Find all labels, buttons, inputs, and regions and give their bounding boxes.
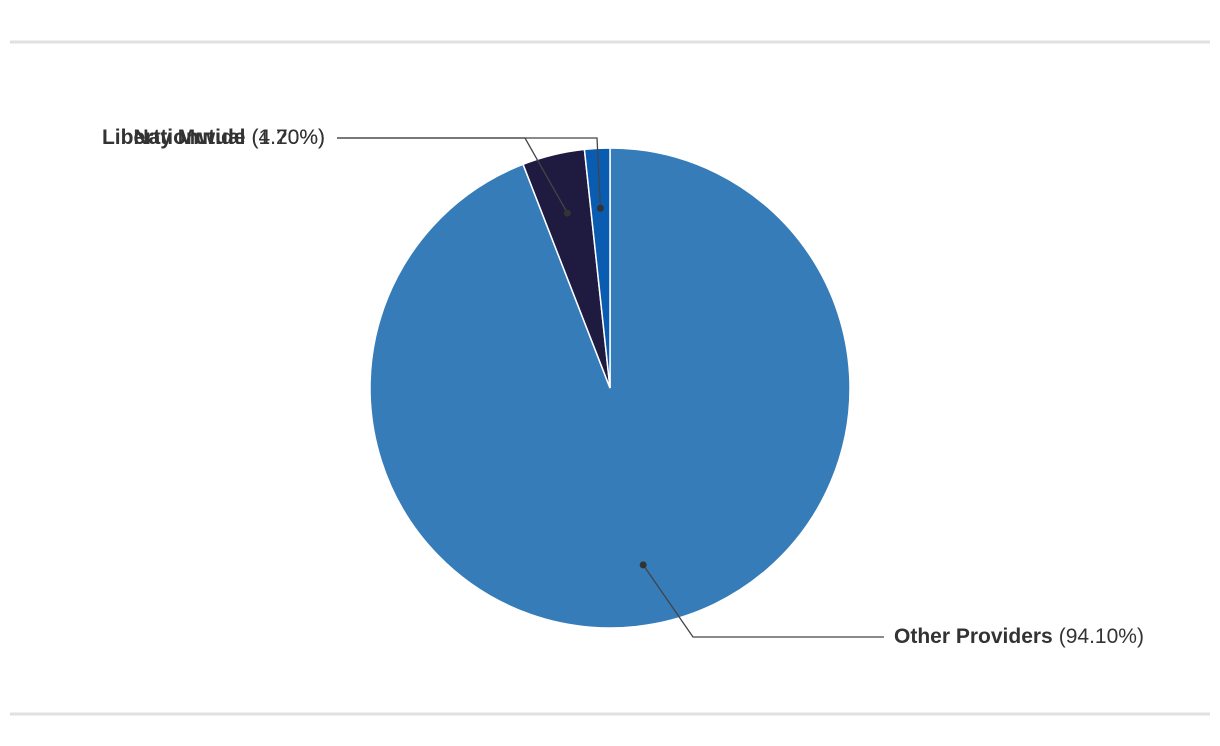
slice-value: (1.70%)	[251, 126, 325, 149]
slice-label: Other Providers (94.10%)	[894, 625, 1144, 648]
slice-value: (94.10%)	[1059, 625, 1144, 648]
leader-dot	[639, 561, 647, 569]
slice-name: Nationwide	[133, 126, 245, 149]
leader-line	[337, 137, 602, 209]
slice-name: Other Providers	[894, 625, 1053, 648]
slice-name: Liberty Mutual	[102, 126, 246, 149]
slice-label: Liberty Mutual (4.20%)	[102, 126, 325, 149]
leader-dot	[596, 204, 604, 212]
slice-value: (4.20%)	[251, 126, 325, 149]
leader-dot	[563, 209, 571, 217]
leader-line	[642, 564, 884, 638]
slice-label: Nationwide (1.70%)	[133, 126, 325, 149]
